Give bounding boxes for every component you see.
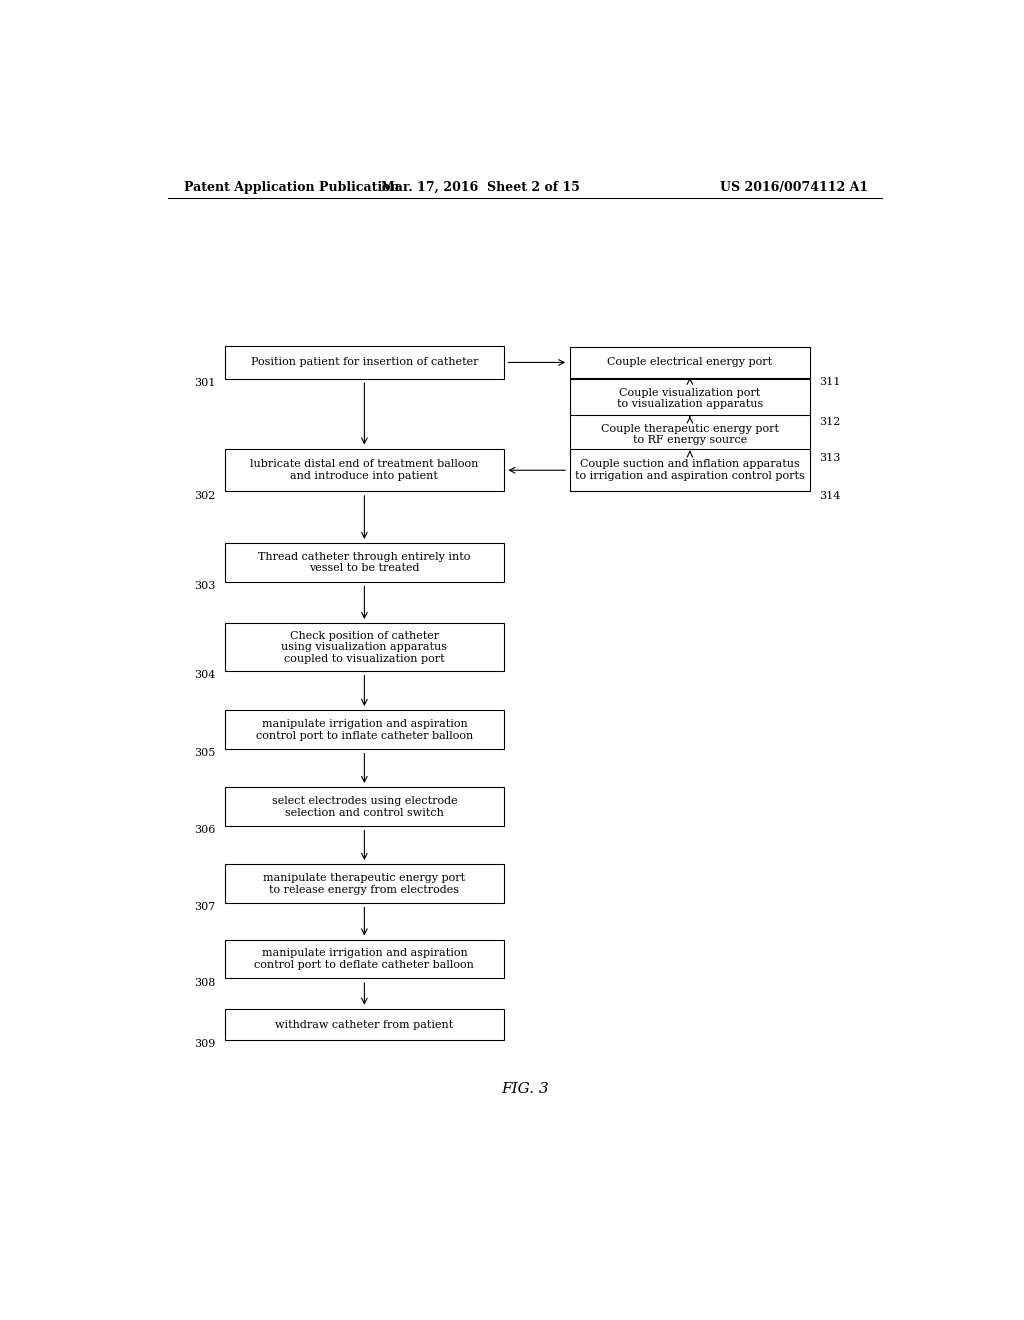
- Text: 305: 305: [195, 748, 216, 758]
- Text: 304: 304: [195, 671, 216, 680]
- Text: Couple visualization port
to visualization apparatus: Couple visualization port to visualizati…: [616, 388, 763, 409]
- Bar: [569, 414, 810, 454]
- Bar: [225, 710, 504, 748]
- Text: Couple suction and inflation apparatus
to irrigation and aspiration control port: Couple suction and inflation apparatus t…: [575, 459, 805, 480]
- Text: Position patient for insertion of catheter: Position patient for insertion of cathet…: [251, 358, 478, 367]
- Text: select electrodes using electrode
selection and control switch: select electrodes using electrode select…: [271, 796, 457, 817]
- Text: Couple electrical energy port: Couple electrical energy port: [607, 358, 772, 367]
- Text: manipulate therapeutic energy port
to release energy from electrodes: manipulate therapeutic energy port to re…: [263, 873, 466, 895]
- Bar: [569, 347, 810, 378]
- Text: manipulate irrigation and aspiration
control port to deflate catheter balloon: manipulate irrigation and aspiration con…: [254, 948, 474, 970]
- Bar: [225, 623, 504, 671]
- Text: Patent Application Publication: Patent Application Publication: [183, 181, 399, 194]
- Text: withdraw catheter from patient: withdraw catheter from patient: [275, 1019, 454, 1030]
- Text: 303: 303: [195, 581, 216, 591]
- Text: 313: 313: [819, 453, 841, 463]
- Text: 311: 311: [819, 378, 841, 387]
- Text: Thread catheter through entirely into
vessel to be treated: Thread catheter through entirely into ve…: [258, 552, 471, 573]
- Bar: [569, 449, 810, 491]
- Bar: [225, 788, 504, 826]
- Text: 302: 302: [195, 491, 216, 500]
- Text: Couple therapeutic energy port
to RF energy source: Couple therapeutic energy port to RF ene…: [601, 424, 779, 445]
- Text: lubricate distal end of treatment balloon
and introduce into patient: lubricate distal end of treatment balloo…: [250, 459, 478, 480]
- Bar: [225, 940, 504, 978]
- Text: FIG. 3: FIG. 3: [501, 1081, 549, 1096]
- Text: 314: 314: [819, 491, 841, 500]
- Text: 312: 312: [819, 417, 841, 426]
- Bar: [569, 379, 810, 417]
- Text: 309: 309: [195, 1039, 216, 1049]
- Bar: [225, 449, 504, 491]
- Bar: [225, 865, 504, 903]
- Text: US 2016/0074112 A1: US 2016/0074112 A1: [720, 181, 868, 194]
- Text: Check position of catheter
using visualization apparatus
coupled to visualizatio: Check position of catheter using visuali…: [282, 631, 447, 664]
- Text: 307: 307: [195, 903, 216, 912]
- Text: 308: 308: [195, 978, 216, 987]
- Text: Mar. 17, 2016  Sheet 2 of 15: Mar. 17, 2016 Sheet 2 of 15: [381, 181, 580, 194]
- Text: 301: 301: [195, 378, 216, 388]
- Text: manipulate irrigation and aspiration
control port to inflate catheter balloon: manipulate irrigation and aspiration con…: [256, 719, 473, 741]
- Bar: [225, 346, 504, 379]
- Bar: [225, 544, 504, 582]
- Bar: [225, 1010, 504, 1040]
- Text: 306: 306: [195, 825, 216, 836]
